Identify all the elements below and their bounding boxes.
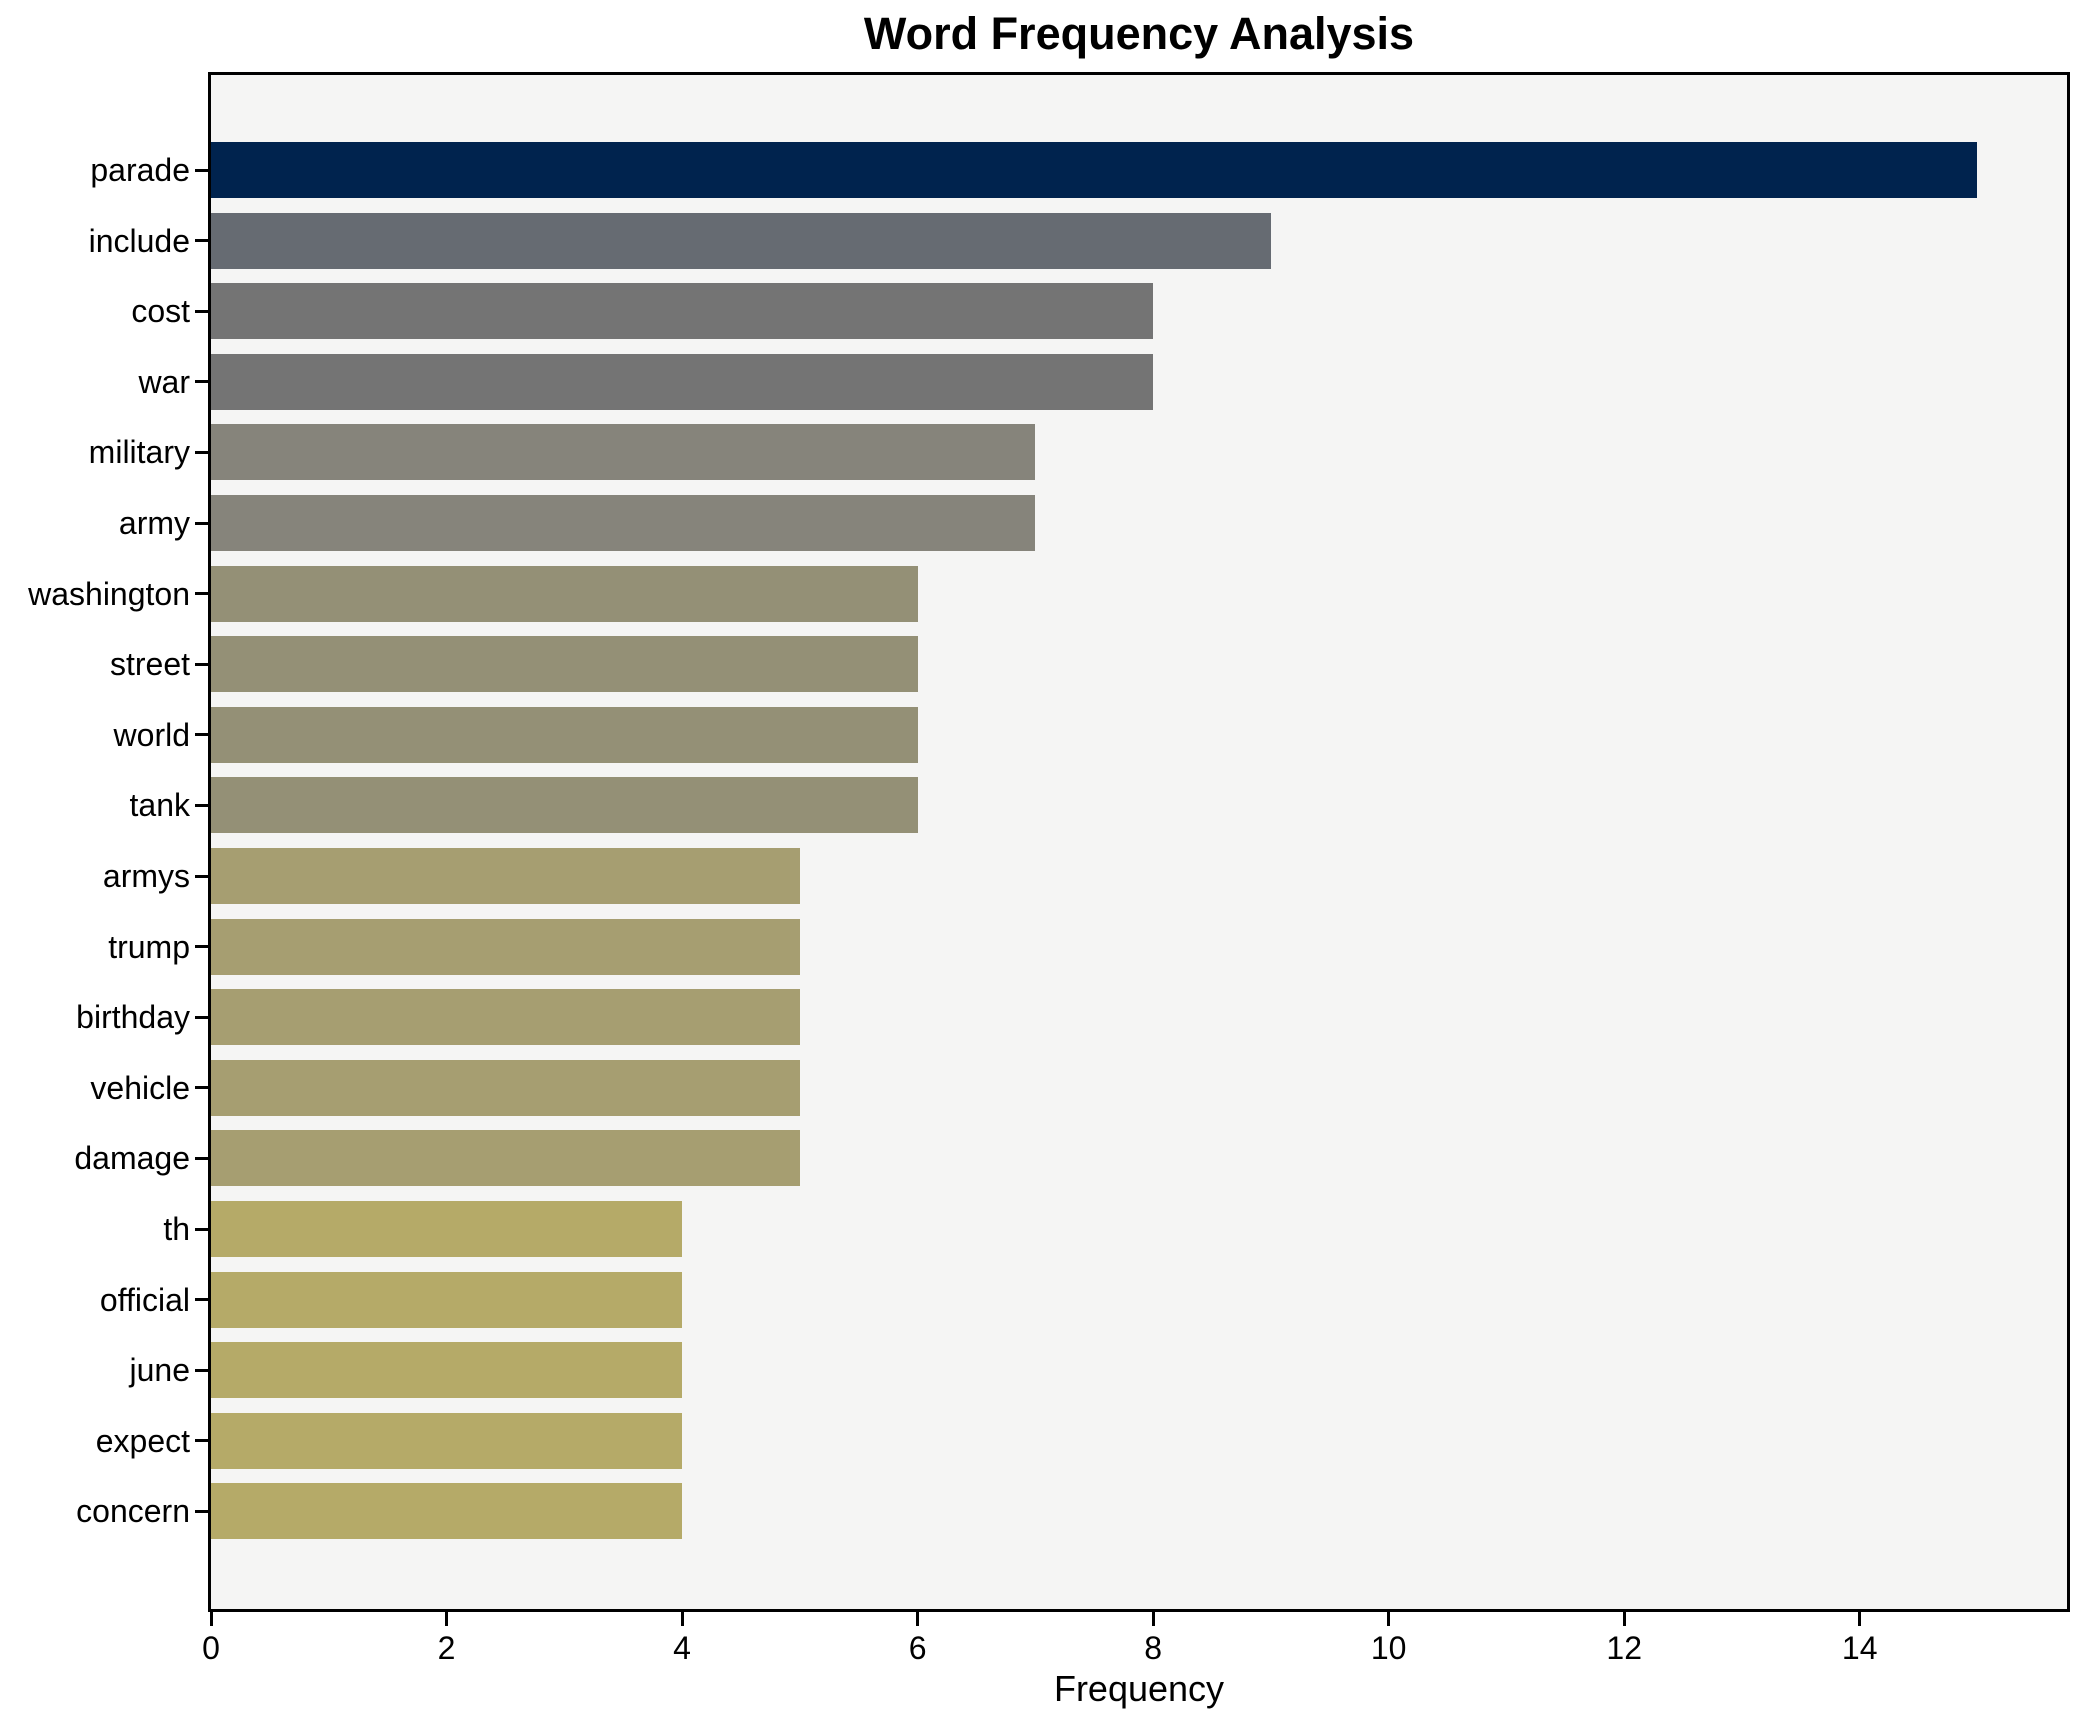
y-tick-world (195, 733, 208, 737)
y-tick-label-armys: armys (102, 858, 190, 894)
y-tick-label-june: june (129, 1352, 191, 1389)
y-tick-label-cost: cost (131, 293, 190, 330)
y-tick-label-washington: washington (28, 575, 190, 612)
y-tick-official (195, 1298, 208, 1302)
y-tick-damage (195, 1156, 208, 1160)
y-tick-military (195, 450, 208, 454)
y-tick-concern (195, 1509, 208, 1513)
x-tick-4 (680, 1612, 684, 1626)
bar-include (211, 212, 1271, 269)
bar-world (211, 706, 918, 763)
y-tick-parade (195, 168, 208, 172)
y-tick-label-world: world (113, 716, 190, 753)
y-tick-th (195, 1227, 208, 1231)
x-tick-14 (1858, 1612, 1862, 1626)
bar-parade (211, 142, 1977, 198)
bar-armys (211, 848, 800, 904)
bar-tank (211, 777, 918, 834)
y-tick-label-official: official (99, 1281, 190, 1318)
y-tick-tank (195, 803, 208, 807)
x-tick-label-6: 6 (908, 1630, 927, 1666)
bar-army (211, 495, 1035, 551)
y-tick-label-birthday: birthday (76, 999, 190, 1036)
x-tick-6 (916, 1612, 920, 1626)
y-tick-label-damage: damage (74, 1140, 190, 1177)
y-tick-label-parade: parade (90, 152, 190, 188)
x-tick-label-8: 8 (1144, 1630, 1163, 1666)
y-tick-label-include: include (88, 222, 190, 259)
bar-official (211, 1271, 682, 1328)
x-tick-label-4: 4 (673, 1630, 691, 1666)
x-tick-label-12: 12 (1606, 1630, 1642, 1666)
bar-trump (211, 918, 800, 975)
y-tick-label-street: street (109, 646, 190, 683)
y-tick-expect (195, 1439, 208, 1443)
y-tick-armys (195, 874, 208, 878)
y-tick-trump (195, 945, 208, 949)
y-tick-label-th: th (163, 1211, 190, 1247)
y-tick-label-vehicle: vehicle (90, 1069, 190, 1106)
chart-title: Word Frequency Analysis (863, 8, 1415, 59)
plot-area (208, 72, 2070, 1612)
x-tick-label-2: 2 (437, 1630, 456, 1666)
y-tick-label-army: army (118, 505, 190, 541)
y-tick-label-war: war (138, 363, 190, 400)
bar-military (211, 424, 1035, 481)
y-tick-street (195, 662, 208, 666)
x-tick-label-0: 0 (202, 1630, 220, 1666)
x-tick-2 (445, 1612, 449, 1626)
y-tick-label-expect: expect (95, 1422, 190, 1459)
bar-expect (211, 1412, 682, 1469)
y-tick-war (195, 380, 208, 384)
y-tick-label-trump: trump (108, 928, 190, 965)
y-tick-army (195, 521, 208, 525)
x-tick-8 (1151, 1612, 1155, 1626)
bar-washington (211, 565, 918, 622)
y-tick-label-military: military (88, 434, 190, 471)
bar-june (211, 1342, 682, 1399)
y-tick-label-concern: concern (76, 1493, 190, 1530)
y-tick-june (195, 1368, 208, 1372)
bar-birthday (211, 989, 800, 1046)
y-tick-birthday (195, 1015, 208, 1019)
x-tick-12 (1622, 1612, 1626, 1626)
x-tick-0 (209, 1612, 213, 1626)
x-tick-label-10: 10 (1370, 1630, 1407, 1666)
y-tick-include (195, 239, 208, 243)
bar-damage (211, 1130, 800, 1187)
bar-th (211, 1201, 682, 1257)
bar-war (211, 353, 1153, 410)
bar-cost (211, 283, 1153, 340)
y-tick-washington (195, 592, 208, 596)
y-tick-cost (195, 309, 208, 313)
bar-concern (211, 1483, 682, 1540)
y-tick-label-tank: tank (129, 787, 190, 824)
bar-vehicle (211, 1059, 800, 1116)
x-tick-10 (1387, 1612, 1391, 1626)
y-tick-vehicle (195, 1086, 208, 1090)
bar-street (211, 636, 918, 693)
x-tick-label-14: 14 (1841, 1630, 1878, 1666)
x-axis-title: Frequency (1053, 1668, 1225, 1709)
